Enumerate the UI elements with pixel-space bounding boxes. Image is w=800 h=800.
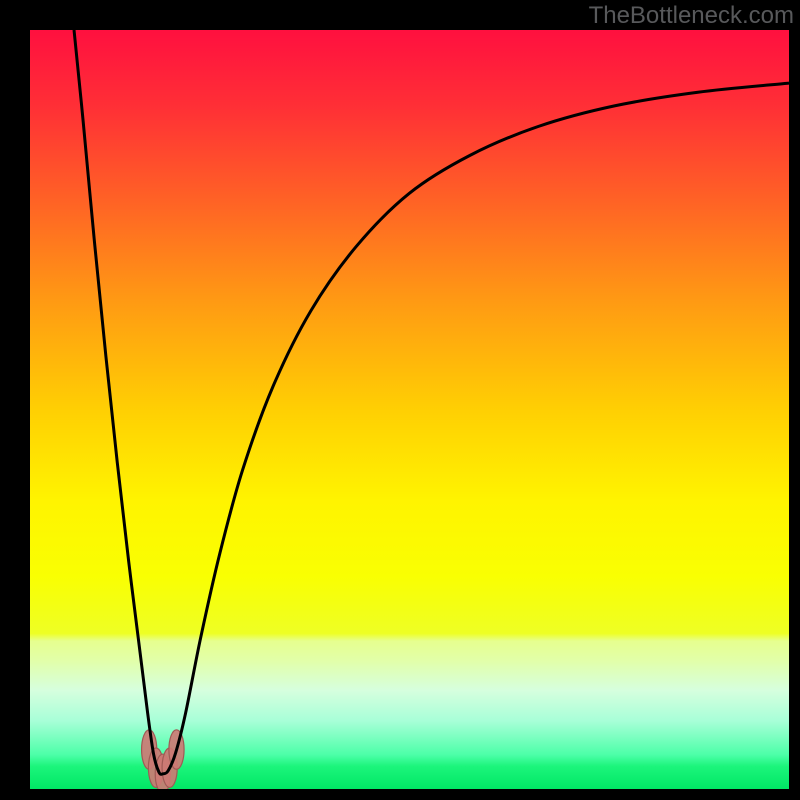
chart-stage: TheBottleneck.com bbox=[0, 0, 800, 800]
bottleneck-curve bbox=[74, 30, 789, 774]
curve-layer bbox=[30, 30, 789, 789]
marker-group bbox=[142, 730, 185, 789]
watermark-text: TheBottleneck.com bbox=[589, 2, 794, 30]
plot-area bbox=[30, 30, 789, 789]
